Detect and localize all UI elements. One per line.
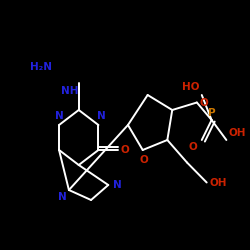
Text: N: N	[58, 192, 66, 202]
Text: N: N	[113, 180, 122, 190]
Text: N: N	[55, 111, 64, 121]
Text: O: O	[199, 98, 208, 108]
Text: H₂N: H₂N	[30, 62, 52, 72]
Text: OH: OH	[229, 128, 246, 138]
Text: HO: HO	[182, 82, 199, 92]
Text: O: O	[140, 155, 148, 165]
Text: OH: OH	[209, 178, 227, 188]
Text: P: P	[208, 108, 216, 118]
Text: O: O	[188, 142, 197, 152]
Text: O: O	[120, 145, 129, 155]
Text: N: N	[96, 111, 105, 121]
Text: NH: NH	[62, 86, 79, 96]
